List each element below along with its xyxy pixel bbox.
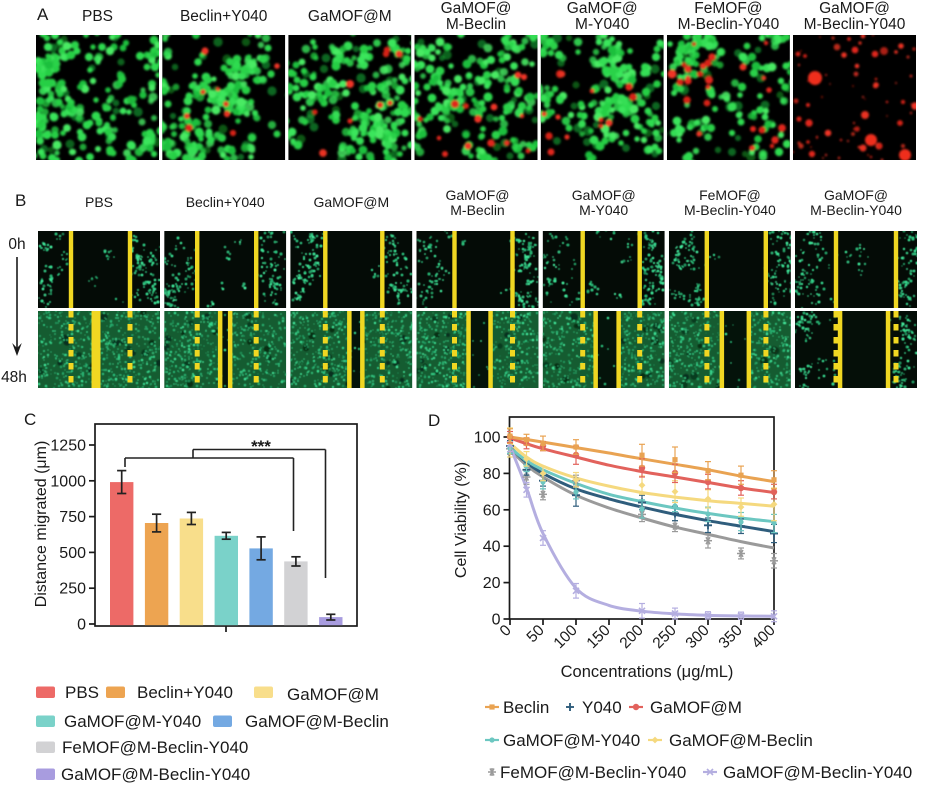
svg-text:0h: 0h bbox=[8, 236, 25, 253]
svg-text:PBS: PBS bbox=[82, 8, 113, 25]
svg-text:GaMOF@: GaMOF@ bbox=[572, 187, 636, 203]
svg-text:M-Y040: M-Y040 bbox=[575, 16, 630, 33]
svg-text:Beclin+Y040: Beclin+Y040 bbox=[180, 8, 268, 25]
svg-text:M-Beclin-Y040: M-Beclin-Y040 bbox=[684, 202, 776, 218]
svg-text:B: B bbox=[15, 191, 26, 210]
svg-text:M-Beclin-Y040: M-Beclin-Y040 bbox=[810, 202, 902, 218]
svg-text:FeMOF@: FeMOF@ bbox=[699, 187, 761, 203]
svg-text:FeMOF@: FeMOF@ bbox=[694, 0, 762, 17]
svg-text:GaMOF@M: GaMOF@M bbox=[308, 8, 392, 25]
svg-text:PBS: PBS bbox=[85, 194, 113, 210]
svg-text:48h: 48h bbox=[1, 369, 27, 386]
svg-text:Beclin+Y040: Beclin+Y040 bbox=[186, 194, 265, 210]
svg-text:GaMOF@: GaMOF@ bbox=[819, 0, 890, 17]
svg-text:GaMOF@: GaMOF@ bbox=[824, 187, 888, 203]
svg-text:GaMOF@: GaMOF@ bbox=[567, 0, 638, 17]
svg-text:M-Y040: M-Y040 bbox=[579, 202, 628, 218]
svg-text:M-Beclin: M-Beclin bbox=[446, 16, 506, 33]
svg-text:A: A bbox=[37, 5, 49, 24]
svg-text:M-Beclin: M-Beclin bbox=[450, 202, 504, 218]
svg-text:GaMOF@: GaMOF@ bbox=[441, 0, 512, 17]
svg-text:GaMOF@: GaMOF@ bbox=[446, 187, 510, 203]
svg-text:GaMOF@M: GaMOF@M bbox=[313, 194, 389, 210]
svg-text:M-Beclin-Y040: M-Beclin-Y040 bbox=[678, 16, 780, 33]
svg-text:M-Beclin-Y040: M-Beclin-Y040 bbox=[804, 16, 906, 33]
